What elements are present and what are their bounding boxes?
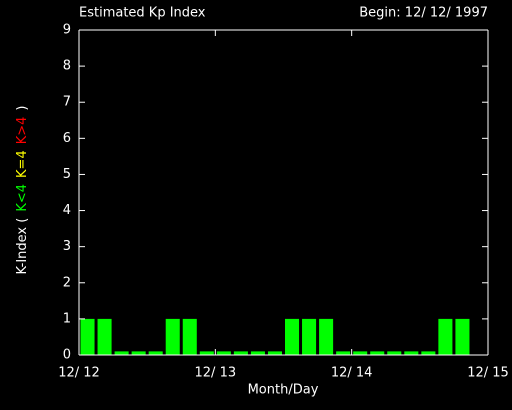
- bar: [285, 318, 300, 355]
- x-tick-label: 12/ 13: [195, 366, 237, 381]
- y-axis-label: K-Index ( K<4 K=4 K>4): [15, 105, 30, 274]
- bar: [199, 351, 214, 355]
- y-tick-label: 2: [63, 275, 71, 290]
- x-tick-label: 12/ 15: [467, 366, 509, 381]
- bar: [114, 351, 129, 355]
- y-tick-label: 7: [63, 95, 71, 110]
- x-axis-label: Month/Day: [248, 383, 319, 398]
- y-tick-label: 5: [63, 167, 71, 182]
- chart-subtitle: Begin: 12/ 12/ 1997: [359, 6, 488, 21]
- bar: [421, 351, 436, 355]
- bar: [267, 351, 282, 355]
- bar: [80, 318, 95, 355]
- y-label-close: ): [15, 105, 30, 110]
- bar: [353, 351, 368, 355]
- bar: [455, 318, 470, 355]
- bar: [438, 318, 453, 355]
- y-tick-label: 3: [63, 239, 71, 254]
- y-tick-label: 9: [63, 23, 71, 38]
- y-tick-label: 4: [63, 203, 71, 218]
- x-tick-label: 12/ 14: [331, 366, 373, 381]
- bar: [233, 351, 248, 355]
- legend-entry: K<4: [15, 184, 30, 212]
- bar: [404, 351, 419, 355]
- y-tick-label: 8: [63, 59, 71, 74]
- bar: [387, 351, 402, 355]
- bar: [370, 351, 385, 355]
- y-tick-label: 0: [63, 348, 71, 363]
- bar: [216, 351, 231, 355]
- legend-entry: K=4: [15, 150, 30, 178]
- bar: [250, 351, 265, 355]
- bar: [182, 318, 197, 355]
- bar: [131, 351, 146, 355]
- y-tick-label: 1: [63, 311, 71, 326]
- legend-entry: K>4: [15, 117, 30, 145]
- y-label-text: K-Index (: [15, 218, 30, 275]
- bar: [336, 351, 351, 355]
- bar: [319, 318, 334, 355]
- bar: [302, 318, 317, 355]
- bar: [97, 318, 112, 355]
- bar: [165, 318, 180, 355]
- y-tick-label: 6: [63, 131, 71, 146]
- bar: [148, 351, 163, 355]
- x-tick-label: 12/ 12: [58, 366, 100, 381]
- chart-title: Estimated Kp Index: [79, 6, 206, 21]
